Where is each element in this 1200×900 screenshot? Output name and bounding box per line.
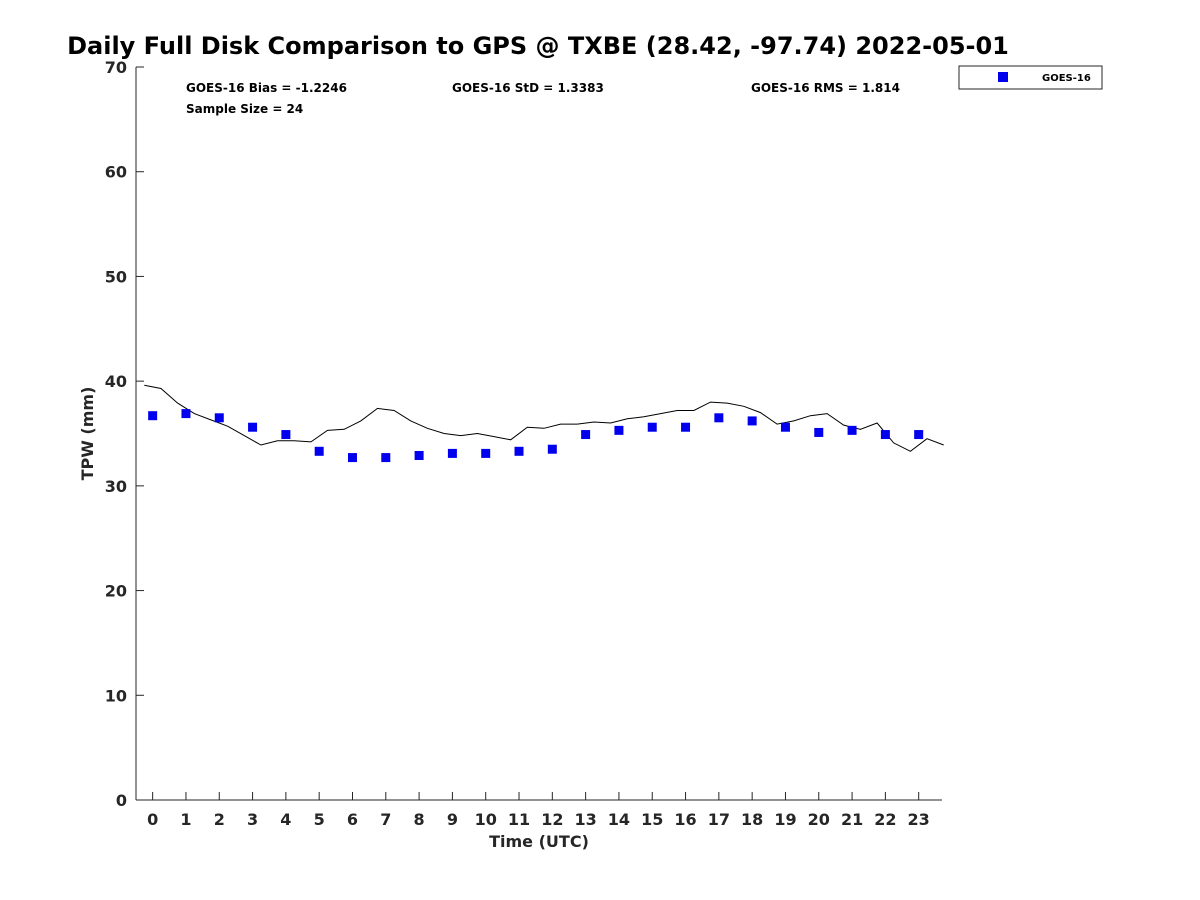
- x-tick-label: 9: [447, 810, 458, 829]
- goes16-data-point: [148, 411, 158, 421]
- y-tick-label: 30: [105, 477, 127, 496]
- x-tick-label: 16: [674, 810, 696, 829]
- x-tick-label: 0: [147, 810, 158, 829]
- goes16-data-point: [681, 422, 691, 432]
- x-tick-label: 14: [608, 810, 630, 829]
- sample-size-annotation: Sample Size = 24: [186, 102, 303, 116]
- std-annotation: GOES-16 StD = 1.3383: [452, 81, 604, 95]
- goes16-data-point: [814, 427, 824, 437]
- x-tick-label: 23: [908, 810, 930, 829]
- legend-label: GOES-16: [1042, 73, 1091, 84]
- bias-annotation: GOES-16 Bias = -1.2246: [186, 81, 347, 95]
- goes16-data-point: [747, 416, 757, 426]
- x-tick-label: 5: [314, 810, 325, 829]
- legend-box: [958, 65, 1103, 90]
- goes16-data-point: [447, 448, 457, 458]
- goes16-data-point: [780, 422, 790, 432]
- goes16-data-point: [880, 430, 890, 440]
- x-tick-label: 11: [508, 810, 530, 829]
- legend: GOES-16: [958, 65, 1103, 90]
- y-axis-label: TPW (mm): [78, 387, 97, 481]
- y-tick-label: 0: [116, 791, 127, 810]
- goes16-data-point: [281, 430, 291, 440]
- gps-tpw-line: [144, 384, 944, 452]
- goes16-data-point: [547, 444, 557, 454]
- x-tick-label: 20: [808, 810, 830, 829]
- plot-area: [144, 384, 944, 463]
- x-tick-label: 1: [180, 810, 191, 829]
- goes16-data-point: [647, 422, 657, 432]
- x-tick-label: 4: [280, 810, 291, 829]
- x-axis-label: Time (UTC): [489, 832, 589, 851]
- goes16-data-point: [481, 448, 491, 458]
- goes16-data-point: [614, 425, 624, 435]
- y-tick-label: 50: [105, 267, 127, 286]
- goes16-data-point: [214, 413, 224, 423]
- x-tick-label: 8: [414, 810, 425, 829]
- goes16-data-point: [181, 409, 191, 419]
- goes16-data-point: [381, 453, 391, 463]
- goes16-marker-layer: [148, 409, 924, 463]
- chart-title: Daily Full Disk Comparison to GPS @ TXBE…: [67, 32, 1009, 60]
- x-tick-label: 10: [475, 810, 497, 829]
- stats-annotations: GOES-16 Bias = -1.2246 GOES-16 StD = 1.3…: [186, 81, 900, 116]
- x-tick-label: 6: [347, 810, 358, 829]
- goes16-data-point: [914, 430, 924, 440]
- goes16-data-point: [714, 413, 724, 423]
- x-tick-label: 12: [541, 810, 563, 829]
- rms-annotation: GOES-16 RMS = 1.814: [751, 81, 900, 95]
- x-tick-label: 22: [874, 810, 896, 829]
- x-tick-label: 21: [841, 810, 863, 829]
- gps-line-layer: [144, 384, 944, 452]
- x-tick-label: 13: [574, 810, 596, 829]
- goes16-data-point: [414, 450, 424, 460]
- goes16-data-point: [248, 422, 258, 432]
- goes16-data-point: [314, 446, 324, 456]
- x-tick-label: 18: [741, 810, 763, 829]
- goes16-data-point: [847, 425, 857, 435]
- x-tick-label: 2: [214, 810, 225, 829]
- x-tick-label: 17: [708, 810, 730, 829]
- x-tick-label: 3: [247, 810, 258, 829]
- y-tick-label: 40: [105, 372, 127, 391]
- legend-marker: [998, 72, 1008, 82]
- y-tick-label: 20: [105, 582, 127, 601]
- x-tick-label: 19: [774, 810, 796, 829]
- y-tick-label: 60: [105, 163, 127, 182]
- goes16-data-point: [347, 453, 357, 463]
- y-tick-label: 70: [105, 58, 127, 77]
- goes16-data-point: [581, 430, 591, 440]
- x-tick-label: 7: [380, 810, 391, 829]
- x-tick-label: 15: [641, 810, 663, 829]
- goes16-data-point: [514, 446, 524, 456]
- y-tick-label: 10: [105, 686, 127, 705]
